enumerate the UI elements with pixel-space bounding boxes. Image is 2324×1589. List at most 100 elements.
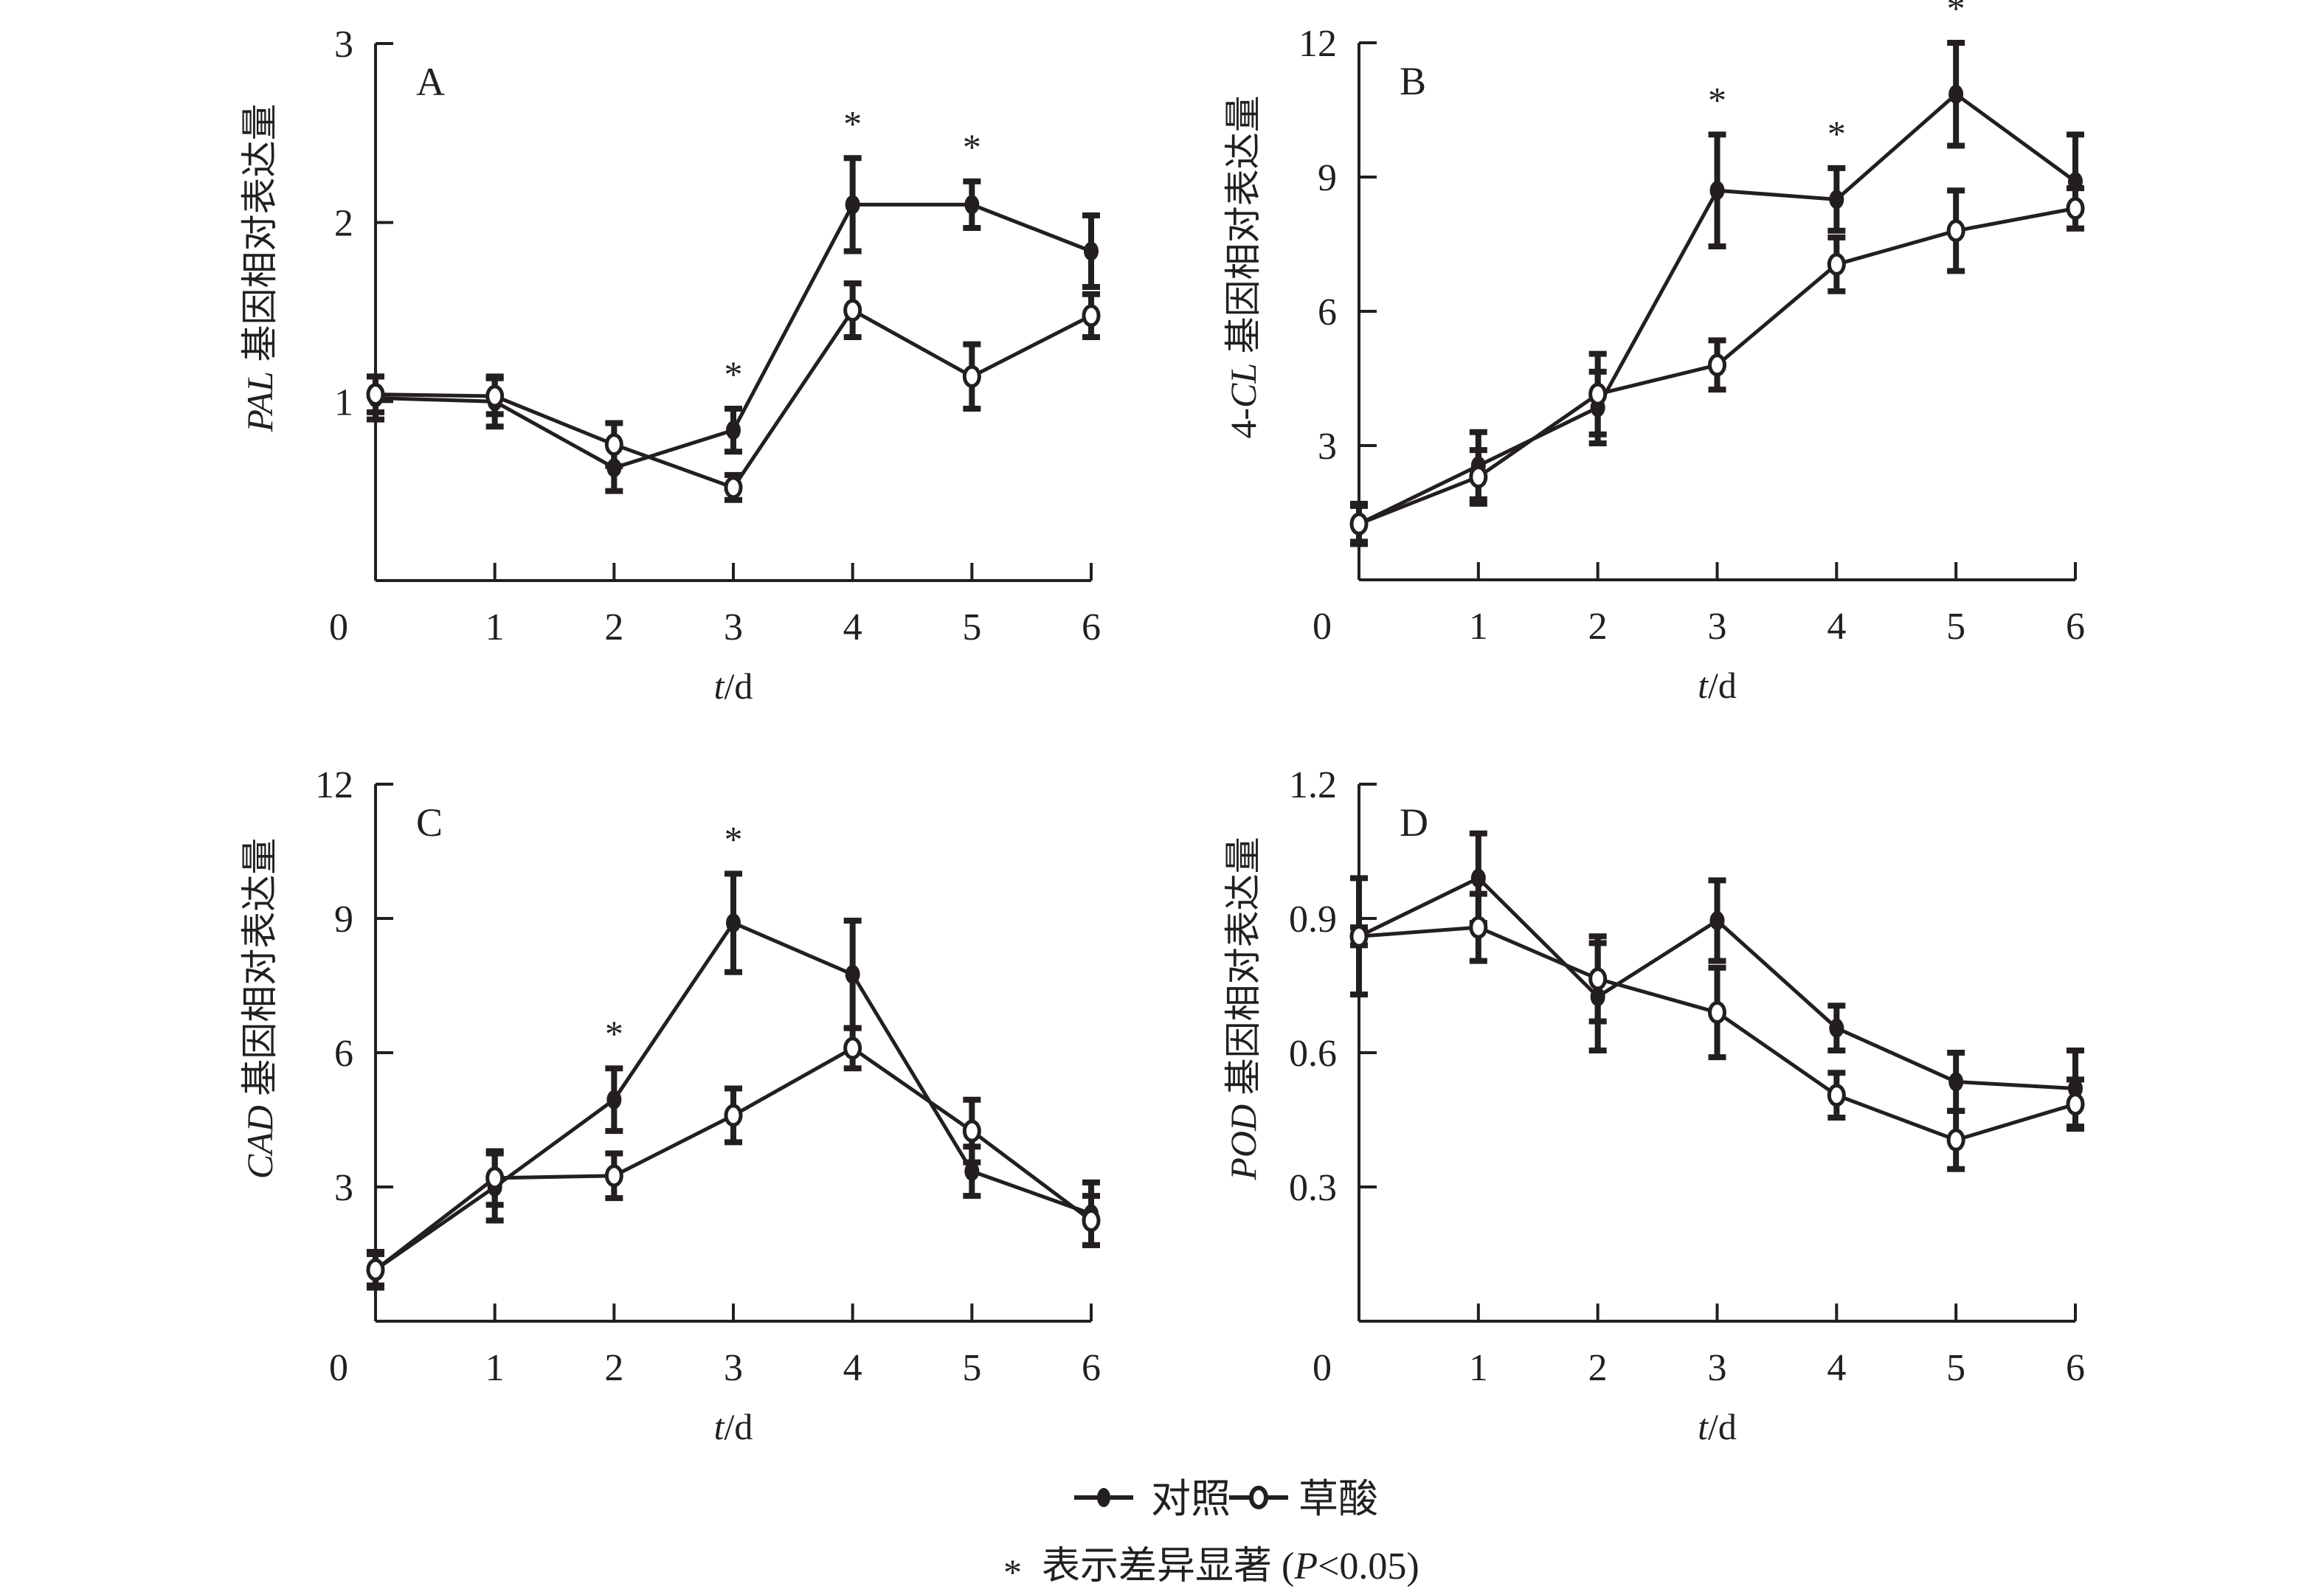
significance-star: * [963, 126, 981, 167]
y-axis-title-gene: CL [1222, 363, 1264, 408]
data-point-oxalic [1588, 967, 1608, 991]
significance-star: * [724, 818, 743, 859]
data-point-control [964, 1161, 980, 1181]
y-tick-label: 3 [334, 1167, 353, 1209]
x-tick-label: 4 [843, 606, 862, 648]
x-axis-title-unit: /d [1708, 1406, 1737, 1447]
series-oxalic [366, 280, 1101, 503]
panel-a: 1 2 3 0 1 2 3 4 5 6 t/d PAL 基因相对表达量 A * * * [239, 24, 1101, 707]
data-point-oxalic [843, 1036, 862, 1060]
significance-note: * 表示差异显著 (P<0.05) [1003, 1545, 1419, 1589]
data-point-oxalic [1708, 1000, 1726, 1024]
y-tick-label: 0.9 [1289, 899, 1337, 941]
x-tick-label: 1 [485, 606, 505, 648]
series-line [375, 308, 1093, 490]
significance-star: * [1827, 113, 1846, 154]
y-axis-title-text: 基因相对表达量 [239, 838, 280, 1106]
data-point-control [1829, 1018, 1844, 1038]
data-point-control [1084, 241, 1099, 261]
series-oxalic [366, 1025, 1101, 1289]
x-axis-title: t/d [1698, 665, 1737, 706]
data-point-oxalic [843, 299, 862, 322]
legend: 对照 草酸 * 表示差异显著 (P<0.05) [1003, 1477, 1419, 1589]
legend-control-label: 对照 [1151, 1477, 1231, 1521]
y-axis-title: 4-CL 基因相对表达量 [1222, 95, 1264, 438]
data-point-oxalic [1082, 1209, 1101, 1232]
x-tick-label: 5 [1946, 606, 1965, 648]
data-point-control [726, 913, 741, 933]
x-tick-label: 2 [604, 606, 623, 648]
data-point-control [1709, 181, 1725, 201]
x-tick-label: 4 [843, 1347, 862, 1389]
data-point-control [606, 1090, 622, 1109]
x-tick-label: 4 [1827, 1347, 1846, 1389]
y-tick-label: 1 [334, 381, 353, 423]
y-axis-title-gene: POD [1222, 1104, 1264, 1181]
legend-item-control: 对照 [1074, 1477, 1231, 1521]
data-point-oxalic [1588, 382, 1608, 406]
x-tick-label: 3 [724, 1347, 743, 1389]
significance-star: * [843, 103, 862, 144]
data-point-control [1470, 868, 1486, 888]
y-tick-label: 9 [1318, 157, 1337, 199]
data-point-oxalic [1349, 512, 1369, 536]
series-control [367, 155, 1100, 494]
y-tick-label: 9 [334, 899, 353, 941]
data-point-oxalic [1708, 353, 1726, 377]
x-tick-label: 2 [1588, 606, 1608, 648]
x-axis-title: t/d [714, 1406, 753, 1447]
y-tick-label: 1.2 [1289, 764, 1337, 806]
y-tick-label: 2 [334, 203, 353, 245]
series-oxalic [1349, 890, 2085, 1172]
y-axis-title-gene-prefix: 4- [1222, 408, 1264, 439]
data-point-oxalic [1946, 219, 1965, 243]
data-point-oxalic [724, 1104, 743, 1127]
significance-note-star: * [1003, 1551, 1022, 1589]
y-axis-title-gene: CAD [239, 1105, 280, 1179]
x-tick-label: 1 [485, 1347, 505, 1389]
data-point-control [1948, 1072, 1964, 1092]
x-tick-label: 3 [1708, 606, 1727, 648]
y-tick-label: 12 [1298, 23, 1337, 65]
data-point-oxalic [1469, 915, 1488, 939]
data-point-oxalic [1082, 304, 1101, 328]
y-tick-label: 6 [1318, 291, 1337, 333]
significance-star: * [1708, 79, 1726, 120]
y-axis-title-text: 基因相对表达量 [239, 104, 280, 372]
x-tick-label: 0 [1313, 606, 1332, 648]
x-tick-label: 5 [1946, 1347, 1965, 1389]
series-control [1350, 830, 2084, 1130]
data-point-oxalic [485, 1166, 505, 1190]
x-tick-label: 2 [604, 1347, 623, 1389]
x-axis-title-var: t [714, 1406, 725, 1447]
data-point-control [845, 195, 860, 215]
significance-note-rest: <0.05) [1318, 1545, 1419, 1588]
x-tick-label: 1 [1469, 606, 1488, 648]
x-axis-title-unit: /d [724, 665, 753, 707]
data-point-oxalic [2066, 1093, 2085, 1116]
y-tick-label: 12 [315, 764, 353, 806]
y-axis-title: PAL 基因相对表达量 [239, 104, 280, 433]
significance-star: * [724, 353, 743, 395]
legend-oxalic-label: 草酸 [1298, 1477, 1378, 1521]
legend-oxalic-marker [1249, 1486, 1268, 1509]
significance-note-main: 表示差异显著 ( [1042, 1545, 1294, 1588]
data-point-oxalic [366, 383, 385, 406]
significance-star: * [605, 1013, 623, 1054]
data-point-oxalic [604, 433, 623, 457]
data-point-oxalic [962, 364, 981, 388]
data-point-oxalic [1349, 924, 1369, 948]
x-tick-label: 4 [1827, 606, 1846, 648]
y-axis-title: CAD 基因相对表达量 [239, 838, 280, 1180]
x-tick-label: 6 [1082, 1347, 1101, 1389]
x-tick-label: 5 [962, 1347, 981, 1389]
significance-note-p: P [1293, 1545, 1318, 1588]
significance-star: * [1947, 0, 1965, 29]
y-tick-label: 3 [334, 24, 353, 66]
x-axis-title: t/d [1698, 1406, 1737, 1447]
y-tick-label: 0.6 [1289, 1033, 1337, 1075]
data-point-oxalic [604, 1164, 623, 1188]
